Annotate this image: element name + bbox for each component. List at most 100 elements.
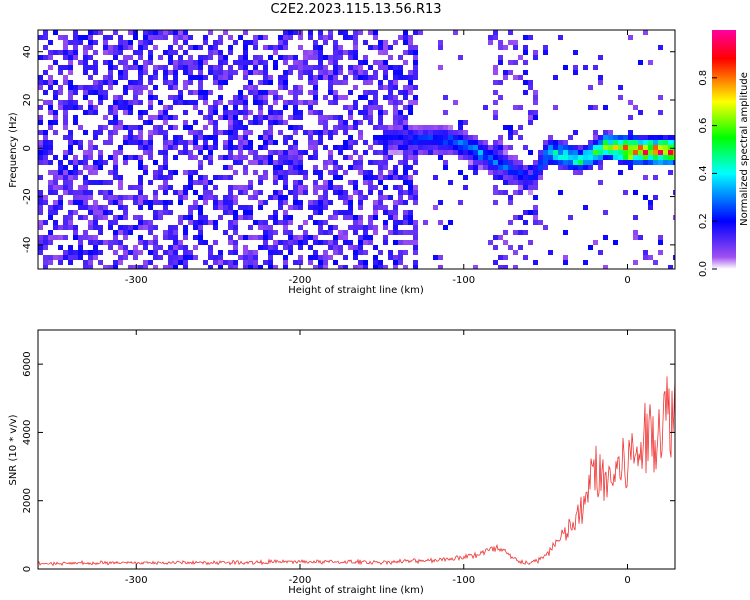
spectrogram-cell (128, 135, 133, 140)
spectrogram-cell (258, 225, 263, 230)
spectrogram-cell (353, 220, 358, 225)
spectrogram-cell (128, 185, 133, 190)
spectrogram-cell (413, 60, 418, 65)
spectrogram-cell (48, 160, 53, 165)
spectrogram-cell (113, 260, 118, 265)
spectrogram-cell (78, 235, 83, 240)
spectrogram-cell (663, 145, 668, 150)
spectrogram-cell (283, 45, 288, 50)
spectrogram-cell (298, 115, 303, 120)
spectrogram-cell (258, 105, 263, 110)
spectrogram-cell (498, 45, 503, 50)
spectrogram-cell (348, 215, 353, 220)
spectrogram-cell (253, 155, 258, 160)
spectrogram-cell (83, 130, 88, 135)
spectrogram-cell (253, 35, 258, 40)
spectrogram-cell (328, 70, 333, 75)
spectrogram-cell (403, 200, 408, 205)
spectrogram-cell (98, 215, 103, 220)
spectrogram-cell (483, 160, 488, 165)
spectrogram-cell (523, 60, 528, 65)
spectrogram-cell (113, 120, 118, 125)
spectrogram-cell (228, 150, 233, 155)
spectrogram-cell (378, 135, 383, 140)
spectrogram-cell (213, 240, 218, 245)
spectrogram-cell (628, 155, 633, 160)
spectrogram-cell (43, 70, 48, 75)
spectrogram-cell (263, 235, 268, 240)
spectrogram-cell (38, 145, 43, 150)
spectrogram-cell (43, 200, 48, 205)
spectrogram-cell (173, 190, 178, 195)
spectrogram-cell (638, 155, 643, 160)
spectrogram-cell (168, 95, 173, 100)
spectrogram-cell (173, 60, 178, 65)
spectrogram-cell (523, 35, 528, 40)
spectrogram-cell (608, 135, 613, 140)
spectrogram-cell (203, 55, 208, 60)
spectrogram-cell (83, 200, 88, 205)
spectrogram-cell (638, 60, 643, 65)
spectrogram-cell (138, 140, 143, 145)
spectrogram-cell (243, 140, 248, 145)
spectrogram-cell (433, 255, 438, 260)
spectrogram-cell (248, 110, 253, 115)
spectrogram-cell (633, 260, 638, 265)
spectrogram-cell (58, 185, 63, 190)
spectrogram-cell (288, 220, 293, 225)
spectrogram-cell (373, 175, 378, 180)
spectrogram-cell (388, 215, 393, 220)
spectrogram-cell (158, 215, 163, 220)
spectrogram-cell (393, 95, 398, 100)
spectrogram-cell (293, 110, 298, 115)
spectrogram-cell (73, 100, 78, 105)
spectrogram-cell (503, 125, 508, 130)
spectrogram-cell (138, 45, 143, 50)
spectrogram-cell (513, 160, 518, 165)
spectrogram-cell (63, 225, 68, 230)
spectrogram-cell (68, 190, 73, 195)
spectrogram-cell (413, 125, 418, 130)
spectrogram-cell (138, 70, 143, 75)
spectrogram-cell (513, 165, 518, 170)
spectrogram-cell (543, 165, 548, 170)
spectrogram-cell (348, 55, 353, 60)
spectrogram-cell (223, 200, 228, 205)
spectrogram-cell (93, 105, 98, 110)
spectrogram-cell (363, 140, 368, 145)
spectrogram-cell (183, 250, 188, 255)
spectrogram-cell (313, 185, 318, 190)
spectrogram-cell (663, 135, 668, 140)
spectrogram-cell (158, 150, 163, 155)
spectrogram-cell (83, 70, 88, 75)
spectrogram-cell (173, 50, 178, 55)
spectrogram-cell (38, 235, 43, 240)
spectrogram-cell (568, 160, 573, 165)
spectrogram-cell (78, 85, 83, 90)
spectrogram-cell (338, 145, 343, 150)
spectrogram-cell (108, 50, 113, 55)
spectrogram-cell (618, 155, 623, 160)
spectrogram-cell (53, 115, 58, 120)
spectrogram-cell (73, 40, 78, 45)
spectrogram-cell (338, 245, 343, 250)
spectrogram-cell (63, 155, 68, 160)
spectrogram-cell (328, 200, 333, 205)
spectrogram-cell (528, 175, 533, 180)
spectrogram-cell (273, 230, 278, 235)
spectrogram-cell (108, 45, 113, 50)
spectrogram-cell (343, 80, 348, 85)
spectrogram-cell (53, 50, 58, 55)
spectrogram-cell (53, 235, 58, 240)
spectrogram-cell (138, 115, 143, 120)
spectrogram-cell (203, 35, 208, 40)
spectrogram-cell (68, 210, 73, 215)
spectrogram-cell (263, 100, 268, 105)
spectrogram-cell (383, 65, 388, 70)
spectrogram-cell (173, 35, 178, 40)
spectrogram-cell (508, 195, 513, 200)
spectrogram-cell (168, 200, 173, 205)
spectrogram-cell (248, 195, 253, 200)
spectrogram-cell (408, 50, 413, 55)
spectrogram-cell (173, 140, 178, 145)
